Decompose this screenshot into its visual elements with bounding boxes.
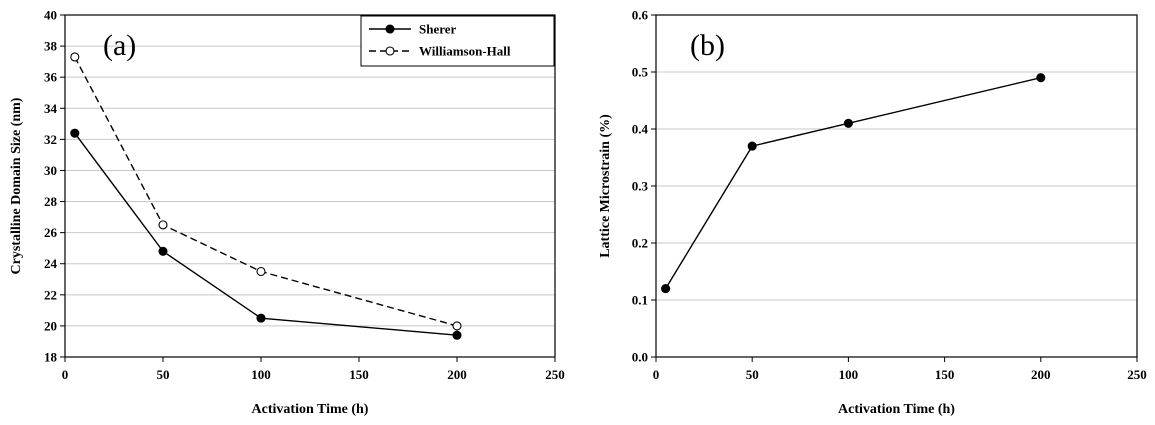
legend: Sherer Williamson-Hall <box>360 15 555 67</box>
y-tick-label: 30 <box>44 163 57 178</box>
data-point <box>158 246 168 256</box>
y-tick-label: 0.0 <box>632 350 648 365</box>
data-point <box>256 313 266 323</box>
x-tick-label: 250 <box>545 367 565 382</box>
legend-box <box>360 15 555 67</box>
y-tick-label: 0.2 <box>632 236 648 251</box>
y-tick-label: 40 <box>44 8 57 23</box>
y-tick-label: 18 <box>44 350 58 365</box>
data-point <box>256 266 266 277</box>
y-tick-label: 22 <box>44 287 57 302</box>
y-tick-label: 26 <box>44 225 58 240</box>
plot-frame <box>64 14 556 358</box>
y-tick-label: 0.3 <box>632 179 649 194</box>
data-point <box>843 118 853 128</box>
chart-b: 0.0 0.1 0.2 0.3 0.4 0.5 0.6 0 50 100 150 200 250 Acti… <box>598 8 1147 418</box>
data-point <box>70 128 80 138</box>
y-tick-label: 28 <box>44 194 58 209</box>
y-tick-label: 20 <box>44 318 57 333</box>
y-tick-label: 0.1 <box>632 293 648 308</box>
legend-label: Williamson-Hall <box>419 44 511 59</box>
x-tick-label: 200 <box>447 367 467 382</box>
legend-label: Sherer <box>419 22 457 37</box>
y-tick-label: 24 <box>44 256 58 271</box>
x-axis-title: Activation Time (h) <box>838 402 955 417</box>
data-point <box>661 284 671 294</box>
data-point <box>70 52 80 62</box>
y-tick-label: 36 <box>44 70 58 85</box>
panel-label: (b) <box>690 29 725 62</box>
x-tick-label: 250 <box>1127 367 1147 382</box>
x-tick-label: 50 <box>157 367 170 382</box>
series-line-microstrain <box>665 77 1041 289</box>
panel-label: (a) <box>103 29 136 62</box>
chart-a: 18 20 22 24 26 28 30 32 34 36 38 40 0 50 100 150 200 250 A… <box>9 8 565 418</box>
series-line-williamson-hall <box>74 56 458 327</box>
y-axis-title: Crystalline Domain Size (nm) <box>9 97 24 274</box>
y-axis-title: Lattice Microstrain (%) <box>598 114 613 258</box>
data-point <box>747 141 757 151</box>
data-point <box>452 330 462 340</box>
legend-marker <box>385 46 395 56</box>
x-axis-title: Activation Time (h) <box>252 402 369 417</box>
x-tick-label: 150 <box>349 367 369 382</box>
data-point <box>1036 73 1046 83</box>
x-tick-label: 50 <box>746 367 759 382</box>
data-point <box>158 220 168 230</box>
y-tick-label: 38 <box>44 39 58 54</box>
x-tick-label: 100 <box>251 367 271 382</box>
y-tick-label: 32 <box>44 132 57 147</box>
series-line-sherer <box>74 132 458 336</box>
x-tick-label: 150 <box>935 367 955 382</box>
x-tick-label: 0 <box>653 367 660 382</box>
data-point <box>452 321 462 331</box>
legend-marker <box>385 24 395 34</box>
x-tick-label: 0 <box>62 367 69 382</box>
y-tick-label: 0.6 <box>632 8 649 23</box>
y-tick-label: 34 <box>44 101 58 116</box>
y-tick-label: 0.5 <box>632 65 649 80</box>
x-tick-label: 100 <box>839 367 859 382</box>
x-tick-label: 200 <box>1031 367 1051 382</box>
y-tick-label: 0.4 <box>632 122 649 137</box>
